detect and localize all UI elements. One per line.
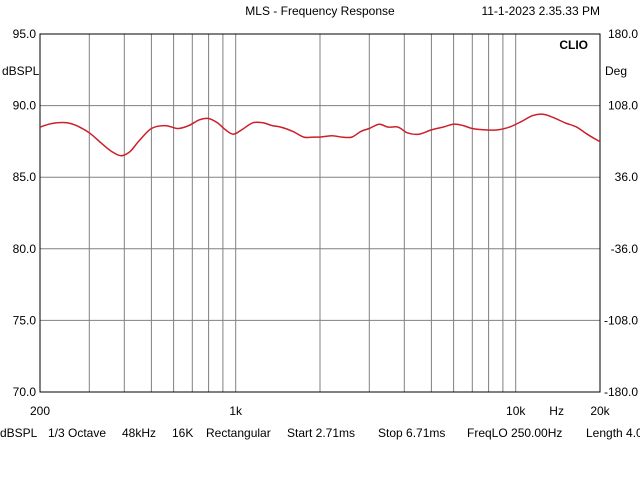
y-tick-label: 75.0: [13, 313, 37, 327]
y2-tick-label: 180.0: [608, 27, 638, 41]
info-unit: dBSPL: [0, 426, 38, 440]
y2-tick-label: 36.0: [615, 170, 639, 184]
right-axis-labels: 180.0 108.0 36.0 -36.0 -108.0 -180.0: [604, 27, 638, 399]
timestamp: 11-1-2023 2.35.33 PM: [481, 4, 600, 18]
frequency-response-trace: [39, 113, 601, 157]
left-axis-labels: 95.0 90.0 85.0 80.0 75.0 70.0: [13, 27, 37, 399]
info-freqlo: FreqLO 250.00Hz: [467, 426, 563, 440]
y2-tick-label: -108.0: [604, 313, 638, 327]
y2-axis-unit: Deg: [605, 64, 627, 78]
info-length: Length 4.00ms: [586, 426, 640, 440]
y2-tick-label: 108.0: [608, 99, 638, 113]
x-axis-labels: 200 1k 10k 20k Hz: [30, 404, 611, 418]
y-tick-label: 70.0: [13, 385, 37, 399]
x-tick-label: 1k: [229, 404, 243, 418]
info-size: 16K: [172, 426, 194, 440]
info-start: Start 2.71ms: [287, 426, 356, 440]
y-tick-label: 80.0: [13, 242, 37, 256]
y-tick-label: 95.0: [13, 27, 37, 41]
grid-lines: [39, 33, 601, 393]
x-axis-unit: Hz: [549, 404, 564, 418]
plot-frame: [39, 33, 601, 393]
info-smoothing: 1/3 Octave: [48, 426, 107, 440]
info-window: Rectangular: [206, 426, 271, 440]
info-stop: Stop 6.71ms: [378, 426, 446, 440]
y-tick-label: 90.0: [13, 99, 37, 113]
clio-logo: CLIO: [559, 38, 588, 52]
x-tick-label: 20k: [590, 404, 610, 418]
y2-tick-label: -36.0: [611, 242, 639, 256]
x-tick-label: 200: [30, 404, 50, 418]
y2-tick-label: -180.0: [604, 385, 638, 399]
measurement-info-bar: dBSPL 1/3 Octave 48kHz 16K Rectangular S…: [0, 426, 640, 444]
y-tick-label: 85.0: [13, 170, 37, 184]
info-rate: 48kHz: [122, 426, 157, 440]
x-tick-label: 10k: [506, 404, 526, 418]
chart-title: MLS - Frequency Response: [245, 4, 395, 18]
y-axis-unit: dBSPL: [2, 64, 40, 78]
